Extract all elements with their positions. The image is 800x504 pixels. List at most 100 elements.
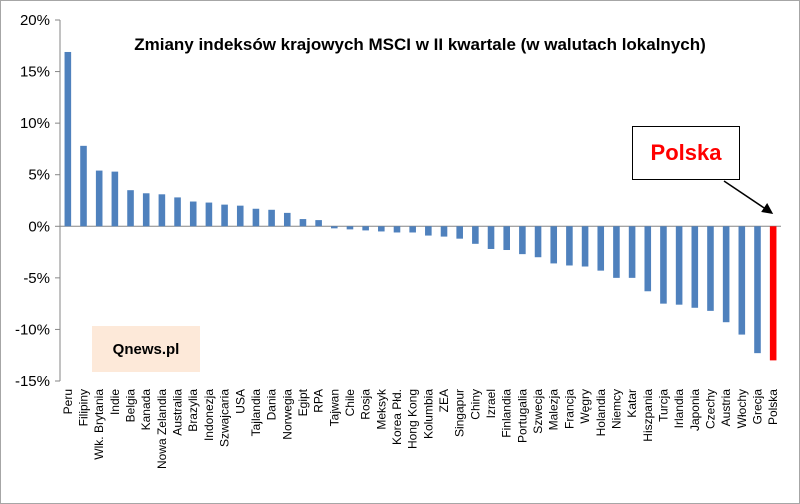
bar-portugalia bbox=[519, 226, 526, 255]
arrow-head bbox=[761, 203, 774, 214]
bar-wlk-brytania bbox=[95, 170, 103, 227]
bar-belgia bbox=[127, 190, 134, 227]
x-tick-label: Kolumbia bbox=[421, 389, 435, 439]
x-tick-label: Belgia bbox=[124, 389, 138, 423]
bar-kolumbia bbox=[425, 226, 432, 236]
bar-grecja bbox=[754, 226, 761, 354]
y-tick-label: 5% bbox=[28, 167, 50, 184]
x-tick-label: RPA bbox=[312, 389, 326, 413]
x-tick-label: Korea Płd. bbox=[390, 389, 404, 445]
x-tick-label: Malezja bbox=[547, 389, 561, 431]
bar-rpa bbox=[315, 220, 322, 227]
bar-turcja bbox=[660, 226, 667, 304]
bar-peru bbox=[64, 51, 72, 227]
x-tick-label: Meksyk bbox=[374, 388, 388, 430]
y-tick-label: 0% bbox=[28, 218, 50, 235]
x-tick-label: Portugalia bbox=[515, 389, 529, 443]
qnews-label: Qnews.pl bbox=[92, 326, 200, 372]
bar-singapur bbox=[456, 226, 463, 239]
x-tick-label: Tajlandia bbox=[249, 389, 263, 437]
bar-chiny bbox=[472, 226, 479, 244]
bar-zea bbox=[440, 226, 448, 237]
x-tick-label: Filipiny bbox=[77, 389, 91, 426]
chart-title: Zmiany indeksów krajowych MSCI w II kwar… bbox=[134, 35, 706, 54]
y-axis: 20% 15% 10% 5% 0% -5% -10% -15% bbox=[15, 12, 781, 390]
x-tick-label: Australia bbox=[171, 389, 185, 436]
x-tick-label: Niemcy bbox=[609, 389, 623, 429]
x-tick-label: Grecja bbox=[750, 389, 764, 425]
x-tick-label: Austria bbox=[719, 389, 733, 427]
x-tick-label: Dania bbox=[265, 389, 279, 421]
y-tick-label: -15% bbox=[15, 373, 50, 390]
bar-holandia bbox=[597, 226, 605, 271]
bar-tajwan bbox=[331, 226, 338, 229]
bar-meksyk bbox=[378, 226, 385, 232]
x-tick-label: Polska bbox=[766, 389, 780, 425]
bar-katar bbox=[628, 226, 636, 278]
bar-tajlandia bbox=[252, 208, 260, 227]
bar-szwecja bbox=[534, 226, 542, 258]
y-tick-label: -10% bbox=[15, 321, 50, 338]
bar-w-ochy bbox=[738, 226, 746, 335]
x-tick-label: USA bbox=[233, 389, 247, 414]
bar-czechy bbox=[707, 226, 714, 311]
x-tick-label: Francja bbox=[562, 389, 576, 429]
y-tick-label: 15% bbox=[20, 64, 50, 81]
x-tick-label: Brazylia bbox=[186, 389, 200, 432]
bars bbox=[64, 51, 777, 361]
bar-niemcy bbox=[613, 226, 620, 278]
arrow-line bbox=[723, 180, 768, 211]
x-tick-label: Turcja bbox=[656, 389, 670, 422]
x-tick-label: Japonia bbox=[688, 389, 702, 431]
bar-egipt bbox=[299, 219, 307, 227]
x-tick-label: Indonezja bbox=[202, 389, 216, 441]
x-tick-label: Hong Kong bbox=[406, 389, 420, 449]
y-tick-label: 20% bbox=[20, 12, 50, 29]
x-tick-label: Chile bbox=[343, 389, 357, 417]
bar-korea-p-d- bbox=[393, 226, 401, 233]
x-tick-label: Wlk. Brytania bbox=[92, 389, 106, 460]
bar-indonezja bbox=[205, 202, 213, 227]
bar-indie bbox=[111, 171, 119, 227]
x-tick-label: Norwegia bbox=[280, 389, 294, 440]
bar-brazylia bbox=[189, 201, 197, 227]
x-tick-label: Kanada bbox=[139, 389, 153, 431]
x-tick-label: Irlandia bbox=[672, 389, 686, 429]
bar-polska bbox=[769, 226, 777, 361]
bar-nowa-zelandia bbox=[158, 194, 166, 227]
bar-kanada bbox=[142, 193, 150, 227]
x-axis-labels: Peru Filipiny Wlk. Brytania Indie Belgia Kana… bbox=[61, 388, 780, 469]
x-tick-label: Peru bbox=[61, 389, 75, 414]
x-tick-label: Włochy bbox=[735, 389, 749, 428]
bar-szwajcaria bbox=[221, 204, 228, 227]
bar-rosja bbox=[362, 226, 369, 231]
bar-francja bbox=[566, 226, 573, 266]
bar-austria bbox=[722, 226, 730, 323]
brand-text: Qnews.pl bbox=[112, 340, 180, 358]
callout-arrow bbox=[723, 180, 774, 214]
x-tick-label: Szwajcaria bbox=[218, 389, 232, 447]
callout-label: Polska bbox=[650, 140, 722, 165]
x-tick-label: Rosja bbox=[359, 389, 373, 420]
bar-hong-kong bbox=[409, 226, 416, 233]
x-tick-label: Tajwan bbox=[327, 389, 341, 426]
x-tick-label: Nowa Zelandia bbox=[155, 389, 169, 469]
x-tick-label: Finlandia bbox=[500, 389, 514, 438]
bar-australia bbox=[174, 197, 181, 227]
bar-dania bbox=[268, 209, 275, 227]
bar-irlandia bbox=[675, 226, 683, 305]
x-tick-label: Indie bbox=[108, 389, 122, 415]
x-tick-label: Węgry bbox=[578, 389, 592, 424]
bar-izrael bbox=[487, 226, 495, 249]
bar-w-gry bbox=[581, 226, 589, 267]
x-tick-label: Czechy bbox=[703, 389, 717, 429]
y-tick-label: -5% bbox=[23, 270, 50, 287]
x-tick-label: ZEA bbox=[437, 389, 451, 412]
bar-finlandia bbox=[503, 226, 510, 251]
polska-callout: Polska bbox=[632, 126, 740, 180]
x-tick-label: Szwecja bbox=[531, 389, 545, 434]
bar-hiszpania bbox=[644, 226, 652, 292]
y-tick-label: 10% bbox=[20, 115, 50, 132]
bar-malezja bbox=[550, 226, 558, 264]
